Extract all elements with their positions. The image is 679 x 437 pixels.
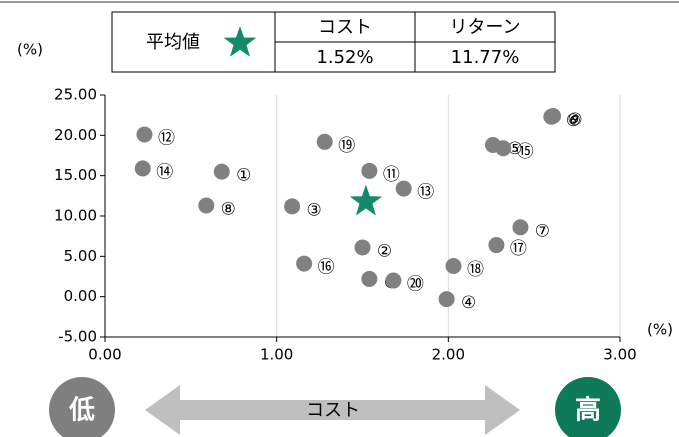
point-label: ⑳ [407, 275, 424, 295]
x-axis-label: (%) [647, 321, 673, 339]
y-tick-label: 25.00 [54, 86, 97, 104]
point [361, 270, 378, 287]
point [361, 162, 378, 179]
y-tick-label: -5.00 [58, 328, 97, 346]
high-badge [555, 377, 621, 437]
point-label: ⑧ [221, 200, 236, 220]
point [488, 237, 505, 254]
x-tick-label: 3.00 [603, 346, 636, 364]
arrow-label: コスト [306, 400, 360, 421]
cost-arrow [145, 385, 520, 435]
point [438, 291, 455, 308]
cost-value: 1.52% [316, 47, 373, 68]
point-label: ⑬ [417, 183, 434, 203]
point [512, 219, 529, 236]
low-badge [49, 377, 115, 437]
point [296, 255, 313, 272]
point [136, 126, 153, 143]
y-tick-label: 0.00 [64, 287, 97, 305]
y-axis-label: (%) [17, 41, 43, 59]
x-tick-label: 1.00 [260, 346, 293, 364]
return-header: リターン [449, 17, 520, 38]
average-name: 平均値 [146, 32, 200, 53]
point [213, 163, 230, 180]
cost-header: コスト [318, 17, 372, 38]
point-label: ⑲ [338, 136, 355, 156]
point [445, 258, 462, 275]
point-label: ⑱ [467, 260, 484, 280]
point-label: ④ [461, 293, 476, 313]
point-label: ③ [306, 200, 321, 220]
point [198, 197, 215, 214]
point [284, 198, 301, 215]
point-label: ⑥ [566, 111, 581, 131]
point-label: ⑤ [507, 139, 522, 159]
legend-star [223, 26, 257, 57]
high-label: 高 [575, 395, 601, 426]
point-label: ⑭ [156, 162, 173, 182]
x-tick-label: 0.00 [88, 346, 121, 364]
y-tick-label: 5.00 [64, 247, 97, 265]
point-label: ① [236, 166, 251, 186]
y-tick-label: 15.00 [54, 166, 97, 184]
y-tick-label: 20.00 [54, 126, 97, 144]
point-label: ⑨ [567, 110, 582, 130]
point [316, 133, 333, 150]
point-label: ⑪ [383, 165, 400, 185]
point-label: ⑰ [510, 239, 527, 259]
x-tick-label: 2.00 [432, 346, 465, 364]
point-label: ② [377, 241, 392, 261]
point [545, 107, 562, 124]
point-label: ⑮ [517, 142, 534, 162]
average-star [349, 184, 383, 216]
y-tick-label: 10.00 [54, 207, 97, 225]
point-label: ⑦ [535, 221, 550, 241]
point [495, 140, 512, 157]
point [385, 272, 402, 289]
low-label: 低 [68, 396, 95, 426]
return-value: 11.77% [451, 47, 520, 68]
point [134, 160, 151, 177]
point [395, 180, 412, 197]
point-label: ⑯ [318, 258, 335, 278]
point [354, 239, 371, 256]
point-label: ⑫ [158, 129, 175, 149]
